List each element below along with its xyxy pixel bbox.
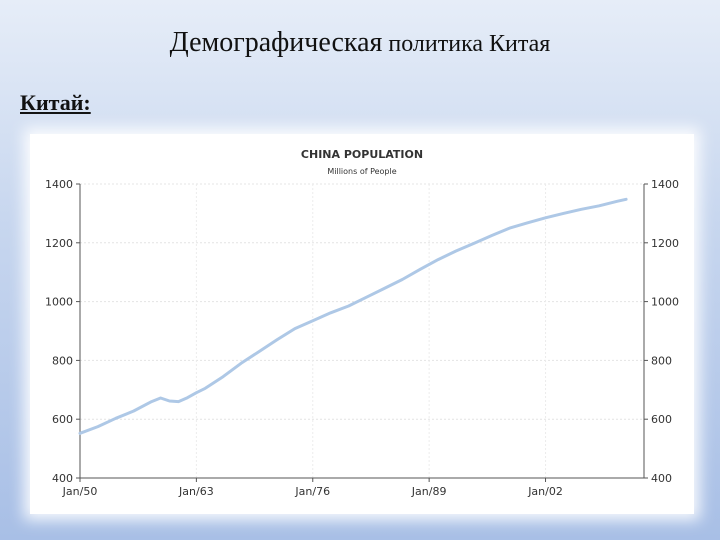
y-tick-label-right: 1000: [651, 296, 679, 309]
y-tick-label-left: 1000: [45, 296, 73, 309]
x-tick-label: Jan/89: [411, 485, 447, 498]
y-tick-label-right: 600: [651, 413, 672, 426]
y-tick-label-left: 1400: [45, 178, 73, 191]
y-tick-label-right: 1400: [651, 178, 679, 191]
y-tick-label-right: 800: [651, 354, 672, 367]
y-tick-label-left: 1200: [45, 237, 73, 250]
slide-title-main: Демографическая: [169, 27, 383, 58]
y-tick-label-left: 600: [52, 413, 73, 426]
slide-title-rest: политика Китая: [382, 31, 551, 57]
chart-subtitle: Millions of People: [327, 167, 396, 176]
x-tick-label: Jan/50: [62, 485, 98, 498]
y-tick-label-right: 400: [651, 472, 672, 485]
x-tick-label: Jan/76: [294, 485, 330, 498]
y-tick-label-left: 800: [52, 354, 73, 367]
subheading-country: Китай:: [20, 90, 91, 115]
slide-title: Демографическая политика Китая: [0, 27, 720, 59]
series-line-population: [78, 197, 628, 435]
chart-title: CHINA POPULATION: [301, 148, 423, 161]
chart-frame: CHINA POPULATION Millions of People 400 400…: [30, 134, 694, 514]
y-tick-label-left: 400: [52, 472, 73, 485]
x-tick-label: Jan/02: [527, 485, 563, 498]
y-tick-label-right: 1200: [651, 237, 679, 250]
china-population-chart: CHINA POPULATION Millions of People 400 400…: [45, 148, 679, 498]
x-tick-label: Jan/63: [178, 485, 214, 498]
